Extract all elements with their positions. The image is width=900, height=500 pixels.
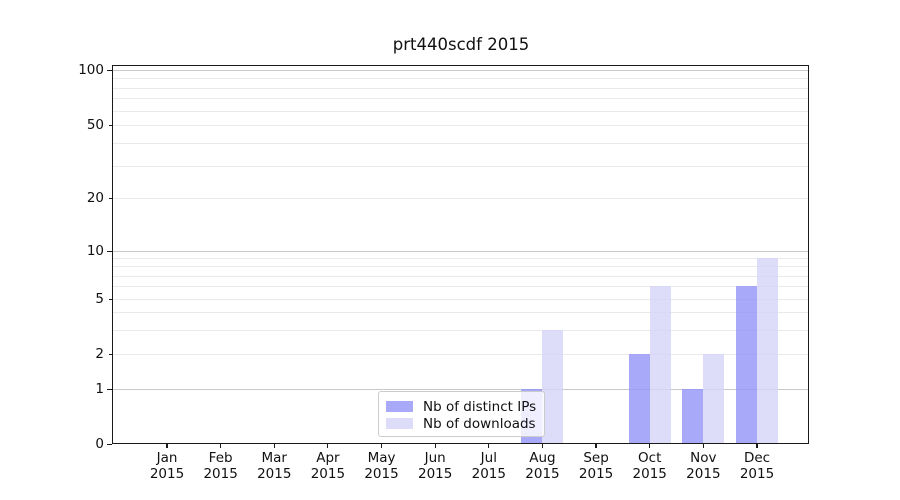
- x-tick-mark-dec: [756, 444, 758, 448]
- y-gridline-minor-30: [113, 165, 809, 167]
- y-tick-mark-20: [108, 197, 112, 199]
- y-gridline-minor-20: [113, 198, 809, 199]
- bar-distinct-ips-dec: [736, 286, 757, 444]
- y-gridline-minor-7: [113, 275, 809, 277]
- y-gridline-minor-2: [113, 354, 809, 355]
- x-tick-label-jan: Jan 2015: [149, 450, 185, 482]
- x-tick-mark-may: [380, 444, 383, 448]
- y-gridline-minor-3: [113, 329, 809, 331]
- bar-distinct-ips-nov: [682, 389, 704, 444]
- y-tick-label-20: 20: [86, 190, 104, 206]
- x-tick-label-nov: Nov 2015: [686, 450, 721, 482]
- y-tick-mark-10: [107, 250, 112, 252]
- legend-entry-downloads: Nb of downloads: [386, 415, 544, 432]
- y-gridline-minor-70: [113, 98, 809, 100]
- y-tick-label-10: 10: [86, 243, 104, 259]
- y-tick-mark-2: [108, 353, 112, 355]
- legend-label-distinct-ips: Nb of distinct IPs: [423, 398, 537, 415]
- x-tick-mark-jun: [434, 444, 436, 448]
- y-gridline-minor-8: [113, 266, 809, 268]
- y-gridline-minor-90: [113, 78, 809, 80]
- y-gridline-major-10: [113, 251, 809, 252]
- x-tick-mark-apr: [327, 444, 329, 448]
- bar-downloads-oct: [649, 286, 671, 444]
- x-tick-mark-feb: [220, 444, 222, 448]
- x-tick-mark-jan: [166, 444, 168, 448]
- x-tick-label-dec: Dec 2015: [739, 450, 775, 482]
- y-gridline-minor-5: [113, 299, 809, 300]
- chart-title: prt440scdf 2015: [392, 35, 530, 54]
- x-tick-label-feb: Feb 2015: [203, 450, 238, 482]
- legend-entry-distinct-ips: Nb of distinct IPs: [386, 398, 544, 415]
- x-tick-mark-nov: [702, 444, 704, 448]
- y-gridline-minor-9: [113, 258, 809, 260]
- bar-downloads-nov: [703, 354, 725, 444]
- y-gridline-minor-40: [113, 142, 809, 144]
- legend-swatch-distinct-ips-icon: [386, 401, 413, 412]
- legend-swatch-downloads-icon: [386, 418, 413, 429]
- y-gridline-major-1: [113, 389, 809, 390]
- legend-label-downloads: Nb of downloads: [423, 415, 536, 432]
- y-tick-label-1: 1: [95, 381, 104, 397]
- x-tick-mark-mar: [273, 444, 275, 448]
- y-tick-label-100: 100: [78, 62, 104, 78]
- x-tick-label-mar: Mar 2015: [257, 450, 292, 482]
- y-tick-mark-0: [107, 443, 112, 445]
- y-tick-label-50: 50: [86, 117, 104, 133]
- y-gridline-major-100: [113, 70, 809, 71]
- bar-downloads-dec: [757, 258, 778, 444]
- y-tick-mark-50: [108, 124, 112, 126]
- y-tick-label-5: 5: [95, 291, 104, 307]
- x-tick-label-may: May 2015: [364, 450, 399, 482]
- x-tick-mark-oct: [649, 444, 651, 448]
- x-tick-mark-aug: [541, 444, 544, 448]
- x-tick-label-jul: Jul 2015: [471, 450, 506, 482]
- x-tick-label-oct: Oct 2015: [632, 450, 667, 482]
- x-tick-mark-jul: [488, 444, 490, 448]
- y-tick-mark-5: [108, 298, 112, 300]
- y-tick-mark-1: [107, 388, 112, 390]
- y-gridline-minor-4: [113, 312, 809, 314]
- y-tick-mark-100: [107, 69, 112, 71]
- x-tick-mark-sep: [595, 444, 597, 448]
- y-gridline-minor-60: [113, 110, 809, 112]
- x-tick-label-aug: Aug 2015: [525, 450, 560, 482]
- legend: Nb of distinct IPs Nb of downloads: [378, 391, 545, 437]
- y-gridline-minor-80: [113, 87, 809, 89]
- y-tick-label-0: 0: [95, 436, 104, 452]
- y-tick-label-2: 2: [95, 346, 104, 362]
- x-tick-label-jun: Jun 2015: [417, 450, 453, 482]
- x-tick-label-sep: Sep 2015: [578, 450, 614, 482]
- bar-distinct-ips-oct: [628, 354, 650, 444]
- x-tick-label-apr: Apr 2015: [310, 450, 346, 482]
- y-gridline-minor-6: [113, 286, 809, 288]
- bar-downloads-aug: [542, 329, 564, 444]
- y-gridline-minor-50: [113, 125, 809, 126]
